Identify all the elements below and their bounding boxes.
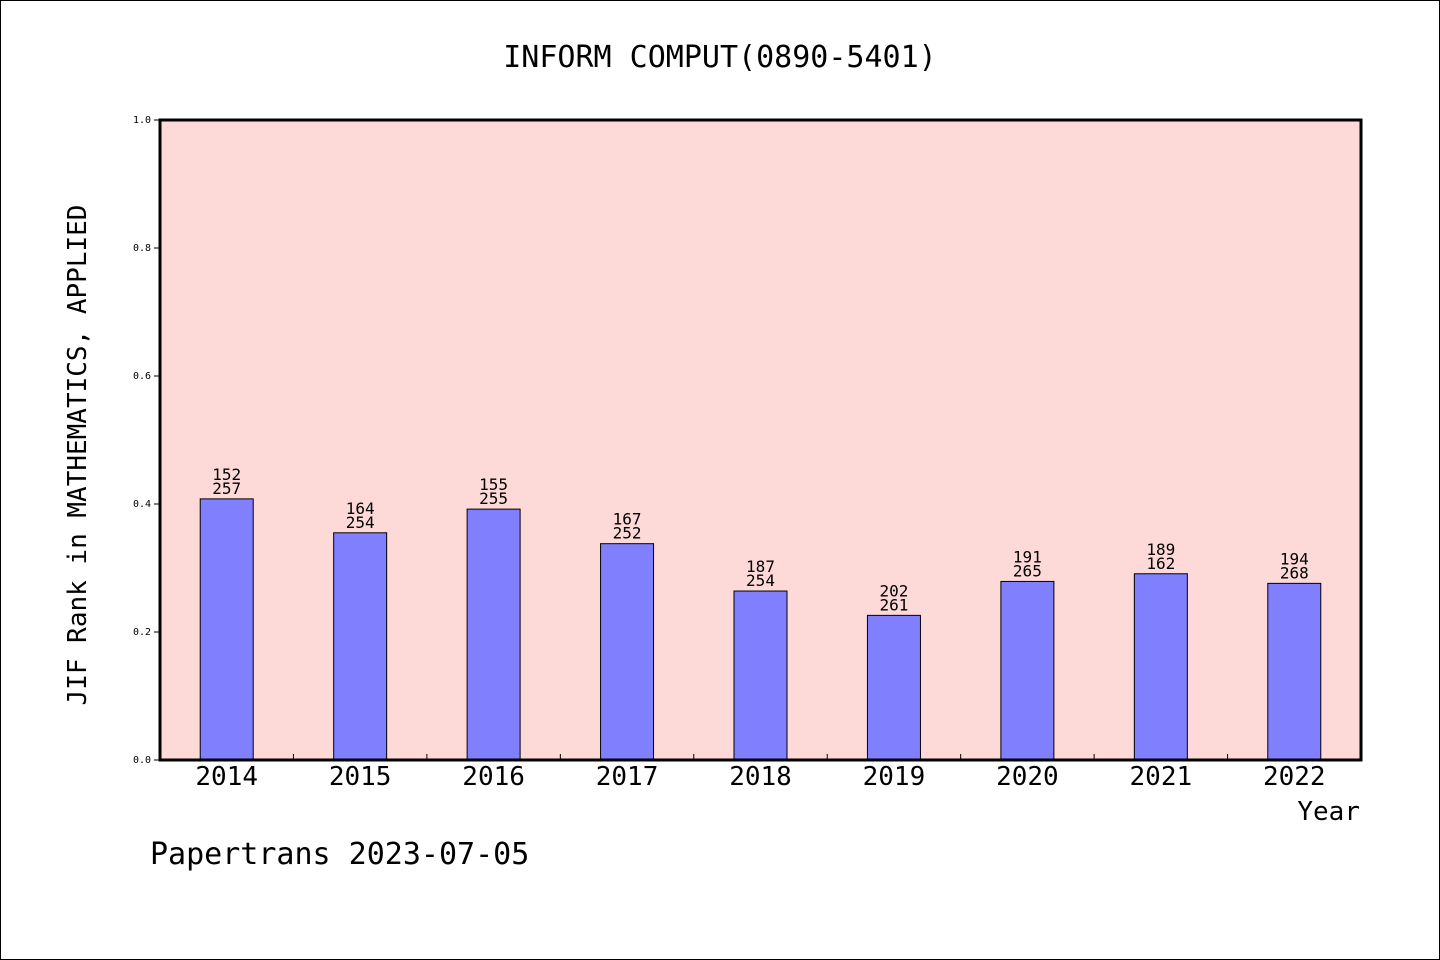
y-tick-label: 0.4 [133,499,151,510]
bar-labels-group: 1522571642541552551672521872542022611912… [212,465,1308,614]
x-tick-label: 2017 [596,762,659,792]
x-tick-label: 2015 [329,762,392,792]
bar-2018 [733,590,788,761]
bar-total-label: 265 [1013,561,1042,580]
bar-total-label: 252 [613,524,642,543]
bar-rank-label: 155 [479,475,508,494]
y-tick-label: 0.2 [133,627,151,638]
x-tick-label: 2022 [1263,762,1326,792]
x-tick-label: 2019 [863,762,926,792]
bar-rank-label: 202 [879,581,908,600]
bar-rank-label: 152 [212,465,241,484]
bar-2020 [1000,580,1055,761]
bar-total-label: 162 [1146,554,1175,573]
y-axis-label: JIF Rank in MATHEMATICS, APPLIED [63,205,93,706]
bar-total-label: 257 [212,479,241,498]
bar-rank-label: 189 [1146,540,1175,559]
bar-total-label: 254 [746,571,775,590]
bar-2016 [466,508,521,761]
y-tick-label: 0.8 [133,243,151,254]
x-tick-label: 2020 [996,762,1059,792]
bar-rank-label: 191 [1013,547,1042,566]
bar-2014 [199,498,254,761]
bar-2021 [1133,573,1188,761]
x-axis-label: Year [1297,797,1360,827]
y-tick-label: 0.0 [133,755,151,766]
bar-total-label: 255 [479,489,508,508]
bars-group [199,498,1322,761]
x-tick-label: 2018 [729,762,792,792]
bar-rank-label: 187 [746,557,775,576]
chart-title: INFORM COMPUT(0890-5401) [503,40,936,75]
bar-rank-label: 194 [1280,549,1309,568]
bar-2019 [866,614,921,761]
bar-total-label: 261 [879,595,908,614]
y-tick-label: 0.6 [133,371,151,382]
x-tick-label: 2016 [462,762,525,792]
y-axis: 0.0 0.2 0.4 0.6 0.8 1.0 [133,115,160,766]
footer-credit: Papertrans 2023-07-05 [150,837,529,872]
bar-rank-label: 167 [613,510,642,529]
x-tick-label: 2021 [1130,762,1193,792]
bar-total-label: 268 [1280,563,1309,582]
x-axis: 2014 2015 2016 2017 2018 2019 2020 2021 2022 [195,754,1326,792]
x-tick-label: 2014 [195,762,258,792]
bar-2015 [333,532,388,761]
bar-2017 [600,543,655,761]
bar-total-label: 254 [346,513,375,532]
bar-2022 [1267,582,1322,761]
bar-rank-label: 164 [346,499,375,518]
plot-border [158,118,1363,762]
y-tick-label: 1.0 [133,115,151,126]
